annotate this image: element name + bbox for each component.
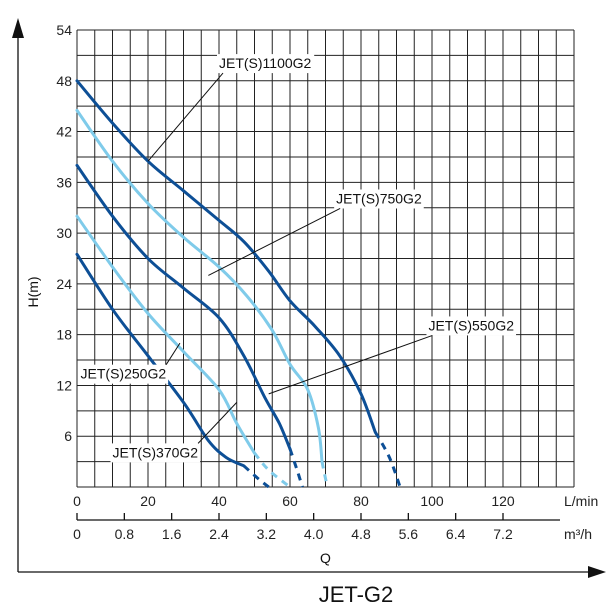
series-label-leader	[147, 72, 224, 162]
x-unit-primary: L/min	[564, 493, 598, 509]
x-tick-label-lmin: 80	[353, 493, 369, 509]
x-tick-label-m3h: 6.4	[446, 526, 466, 542]
series-label: JET(S)370G2	[113, 444, 199, 460]
x-tick-label-m3h: 2.4	[209, 526, 229, 542]
series-line-dashed	[320, 461, 329, 488]
x-tick-label-lmin: 100	[420, 493, 444, 509]
x-tick-label-m3h: 7.2	[493, 526, 513, 542]
series-label-bg	[78, 364, 169, 384]
x-tick-label-m3h: 5.6	[399, 526, 419, 542]
x-unit-secondary: m³/h	[564, 526, 592, 542]
series-labels: JET(S)1100G2 JET(S)750G2 JET(S)550G2 JET(S)…	[78, 54, 517, 463]
y-tick-label: 24	[56, 276, 72, 292]
x-tick-label-m3h: 4.0	[304, 526, 324, 542]
chart-title: JET-G2	[319, 582, 394, 607]
series-line	[75, 108, 324, 464]
y-tick-label: 12	[56, 377, 72, 393]
series-line-dashed	[253, 452, 291, 489]
series-label: JET(S)550G2	[428, 317, 514, 333]
series-line-dashed	[373, 431, 402, 488]
series-line	[75, 79, 377, 434]
series-label: JET(S)750G2	[336, 190, 422, 206]
x-axis-arrow	[588, 566, 606, 578]
x-tick-label-m3h: 1.6	[162, 526, 182, 542]
series-label-leader	[165, 342, 181, 365]
series-label-bg	[334, 189, 424, 209]
series-label-leader	[268, 334, 433, 395]
x-tick-label-lmin: 20	[140, 493, 156, 509]
y-tick-label: 42	[56, 124, 72, 140]
series-label-bg	[217, 54, 315, 74]
series-label-bg	[110, 443, 201, 463]
x-tick-label-m3h: 0	[73, 526, 81, 542]
series-line	[75, 163, 292, 451]
y-tick-label: 18	[56, 327, 72, 343]
series-label-leader	[208, 208, 341, 276]
x-tick-label-lmin: 40	[211, 493, 227, 509]
series-line	[75, 214, 256, 455]
y-axis-arrow	[12, 18, 24, 38]
series-line-dashed	[242, 464, 270, 489]
y-tick-label: 48	[56, 73, 72, 89]
series-label-bg	[426, 316, 517, 336]
x-tick-label-m3h: 4.8	[351, 526, 371, 542]
x-tick-label-lmin: 60	[282, 493, 298, 509]
axes: 6 12 18 24 30 36 42 48 54 0 20 40 60 80 100 120 0 0.8 1.6 2…	[12, 18, 606, 578]
x-axis-label: Q	[320, 550, 331, 566]
y-tick-label: 6	[64, 428, 72, 444]
series-label: JET(S)250G2	[81, 366, 167, 382]
grid	[76, 29, 575, 488]
x-tick-label-lmin: 0	[73, 493, 81, 509]
y-axis-label: H(m)	[25, 276, 41, 307]
x-tick-label-m3h: 3.2	[257, 526, 277, 542]
x-tick-label-lmin: 120	[491, 493, 515, 509]
series-line	[75, 252, 246, 468]
y-tick-label: 54	[56, 22, 72, 38]
series-label: JET(S)1100G2	[219, 55, 312, 71]
y-tick-label: 36	[56, 174, 72, 190]
x-tick-label-m3h: 0.8	[115, 526, 135, 542]
series-layer	[75, 79, 402, 489]
y-tick-label: 30	[56, 225, 72, 241]
series-line-dashed	[288, 448, 304, 488]
series-label-leader	[197, 402, 238, 444]
